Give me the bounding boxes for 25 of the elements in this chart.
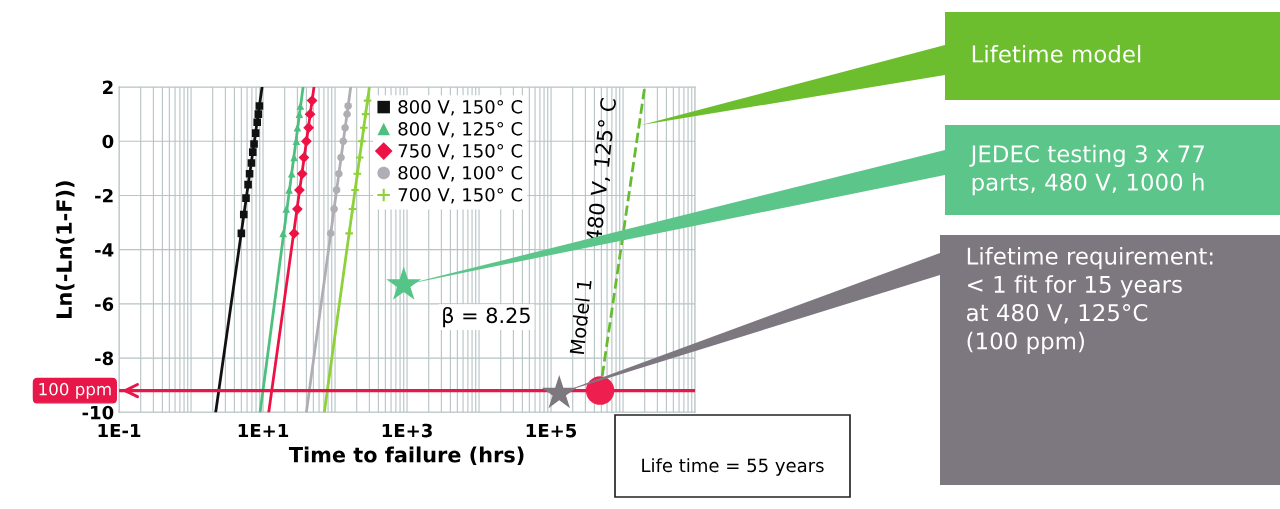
text: Life time = 55 years <box>642 458 824 476</box>
y-tick-label: -4 <box>95 243 114 257</box>
x-tick-label: 1E+5 <box>526 423 577 438</box>
legend-label: 800 V, 125° C <box>398 121 523 138</box>
annotation: β = 8.25 <box>443 306 530 328</box>
y-tick-label: -10 <box>82 405 114 420</box>
x-tick-label: 1E+3 <box>382 423 432 438</box>
y-tick-label: -8 <box>95 351 114 366</box>
x-tick-label: 1E-1 <box>98 423 141 438</box>
y-axis-title: Ln(-Ln(1-F)) <box>55 181 75 318</box>
x-axis-title: Time to failure (hrs) <box>288 446 524 466</box>
annotation: Lifetime requirement: < 1 fit for 15 years at 480 V, 125°C (100 ppm) <box>966 247 1213 354</box>
ref-line-label: 100 ppm <box>39 382 111 399</box>
y-tick-label: 0 <box>102 134 114 149</box>
annotation: JEDEC testing 3 x 77 parts, 480 V, 1000 h <box>969 144 1204 196</box>
x-tick-label: 1E+1 <box>238 423 289 438</box>
annotation: Model 1 <box>569 279 592 355</box>
y-tick-label: 2 <box>103 80 113 94</box>
legend-label: 800 V, 100° C <box>398 165 523 182</box>
legend-label: 800 V, 150° C <box>398 100 523 116</box>
y-tick-label: -2 <box>95 188 113 203</box>
legend-label: 750 V, 150° C <box>398 143 523 160</box>
legend-label: 700 V, 150° C <box>398 187 523 204</box>
y-tick-label: -6 <box>95 297 114 311</box>
annotation: Lifetime model <box>972 44 1141 63</box>
